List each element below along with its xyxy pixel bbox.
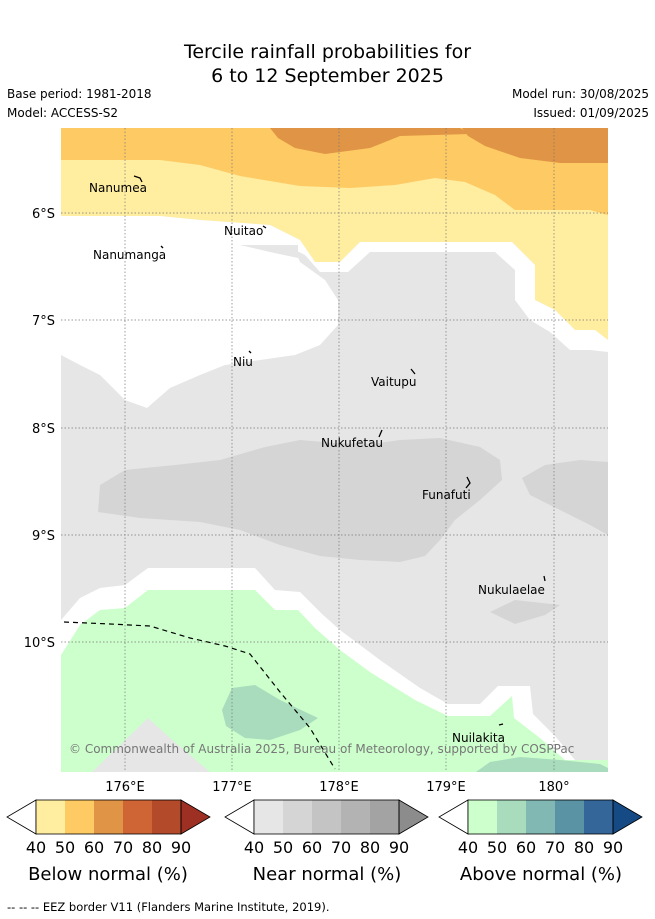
near-normal-50-region-east bbox=[522, 460, 608, 535]
eez-footnote: -- -- -- EEZ border V11 (Flanders Marine… bbox=[7, 900, 329, 914]
near-normal-patch bbox=[240, 245, 298, 258]
place-label-funafuti: Funafuti bbox=[422, 488, 471, 502]
no-dominant-region-north bbox=[61, 216, 608, 408]
above-tick-50: 50 bbox=[487, 838, 507, 857]
above-normal-50-region-south bbox=[476, 757, 608, 772]
near-normal-label: Near normal (%) bbox=[253, 864, 402, 885]
above-normal-50-region bbox=[222, 685, 318, 740]
place-label-vaitupu: Vaitupu bbox=[371, 375, 417, 389]
near-normal-50-region bbox=[98, 438, 502, 562]
above-swatch-60 bbox=[526, 800, 555, 834]
near-swatch-80 bbox=[370, 800, 399, 834]
above-swatch-70 bbox=[555, 800, 584, 834]
lat-label-6s: 6°S bbox=[32, 207, 55, 222]
near-normal-50-patch-south bbox=[490, 600, 560, 624]
above-swatch-80 bbox=[584, 800, 613, 834]
map-title-line1: Tercile rainfall probabilities for bbox=[183, 41, 472, 63]
nukufetau-island-icon bbox=[378, 429, 383, 438]
lon-label-178e: 178°E bbox=[319, 780, 359, 795]
lat-label-8s: 8°S bbox=[32, 422, 55, 437]
base-period: Base period: 1981-2018 bbox=[7, 87, 152, 101]
nanumea-island-icon bbox=[133, 175, 143, 183]
below-swatch-40 bbox=[36, 800, 65, 834]
place-label-nuilakita: Nuilakita bbox=[452, 731, 505, 745]
place-label-niu: Niu bbox=[233, 355, 253, 369]
below-tick-60: 60 bbox=[84, 838, 104, 857]
nuilakita-island-icon bbox=[498, 723, 504, 726]
colorbar-near bbox=[224, 799, 429, 835]
near-normal-patch-south bbox=[92, 718, 210, 772]
below-normal-label: Below normal (%) bbox=[28, 864, 188, 885]
near-tick-80: 80 bbox=[360, 838, 380, 857]
nanumanga-island-icon bbox=[160, 245, 164, 249]
nukulaelae-island-icon bbox=[543, 575, 546, 582]
place-label-nukulaelae: Nukulaelae bbox=[478, 583, 545, 597]
above-swatch-40 bbox=[468, 800, 497, 834]
lat-label-9s: 9°S bbox=[32, 529, 55, 544]
above-tick-90: 90 bbox=[603, 838, 623, 857]
above-tick-40: 40 bbox=[458, 838, 478, 857]
above-tick-80: 80 bbox=[574, 838, 594, 857]
below-tick-80: 80 bbox=[142, 838, 162, 857]
near-tick-60: 60 bbox=[302, 838, 322, 857]
above-normal-label: Above normal (%) bbox=[460, 864, 622, 885]
model-name: Model: ACCESS-S2 bbox=[7, 106, 119, 120]
near-extend-low bbox=[224, 799, 255, 835]
above-swatch-50 bbox=[497, 800, 526, 834]
below-extend-low bbox=[6, 799, 37, 835]
below-extend-high bbox=[180, 799, 211, 835]
funafuti-island-icon bbox=[465, 476, 471, 489]
below-normal-60-region-west bbox=[270, 128, 470, 154]
near-extend-high bbox=[398, 799, 429, 835]
near-tick-70: 70 bbox=[331, 838, 351, 857]
below-swatch-60 bbox=[94, 800, 123, 834]
near-swatch-60 bbox=[312, 800, 341, 834]
near-tick-50: 50 bbox=[273, 838, 293, 857]
above-extend-low bbox=[438, 799, 469, 835]
lon-label-176e: 176°E bbox=[105, 780, 145, 795]
near-swatch-70 bbox=[341, 800, 370, 834]
above-tick-70: 70 bbox=[545, 838, 565, 857]
below-normal-50-region bbox=[61, 128, 608, 215]
above-tick-60: 60 bbox=[516, 838, 536, 857]
below-normal-60-region-east bbox=[462, 128, 608, 163]
place-label-nanumea: Nanumea bbox=[89, 181, 147, 195]
below-swatch-80 bbox=[152, 800, 181, 834]
niu-island-icon bbox=[248, 350, 252, 354]
below-tick-70: 70 bbox=[113, 838, 133, 857]
map-copyright: © Commonwealth of Australia 2025, Bureau… bbox=[69, 742, 574, 756]
above-normal-40-region bbox=[61, 590, 608, 772]
graticule bbox=[61, 128, 608, 772]
colorbar-above bbox=[438, 799, 643, 835]
near-swatch-40 bbox=[254, 800, 283, 834]
lon-label-180: 180° bbox=[538, 780, 569, 795]
map-title-line2: 6 to 12 September 2025 bbox=[211, 65, 444, 87]
colorbar-group bbox=[6, 799, 643, 835]
below-tick-40: 40 bbox=[26, 838, 46, 857]
issued-date: Issued: 01/09/2025 bbox=[533, 106, 649, 120]
place-label-nukufetau: Nukufetau bbox=[321, 436, 383, 450]
near-swatch-50 bbox=[283, 800, 312, 834]
below-tick-50: 50 bbox=[55, 838, 75, 857]
below-tick-90: 90 bbox=[171, 838, 191, 857]
lat-label-10s: 10°S bbox=[24, 636, 55, 651]
place-label-nanumanga: Nanumanga bbox=[93, 248, 166, 262]
model-run: Model run: 30/08/2025 bbox=[511, 87, 649, 101]
lon-label-177e: 177°E bbox=[212, 780, 252, 795]
place-label-nuitao: Nuitao bbox=[224, 224, 263, 238]
below-swatch-50 bbox=[65, 800, 94, 834]
near-tick-90: 90 bbox=[389, 838, 409, 857]
below-swatch-70 bbox=[123, 800, 152, 834]
island-outlines bbox=[133, 175, 546, 726]
above-extend-high bbox=[612, 799, 643, 835]
nuitao-island-icon bbox=[262, 225, 267, 229]
eez-border-line bbox=[63, 621, 336, 770]
lon-label-179e: 179°E bbox=[426, 780, 466, 795]
lat-label-7s: 7°S bbox=[32, 314, 55, 329]
colorbar-below bbox=[6, 799, 211, 835]
vaitupu-island-icon bbox=[410, 368, 416, 375]
near-tick-40: 40 bbox=[244, 838, 264, 857]
